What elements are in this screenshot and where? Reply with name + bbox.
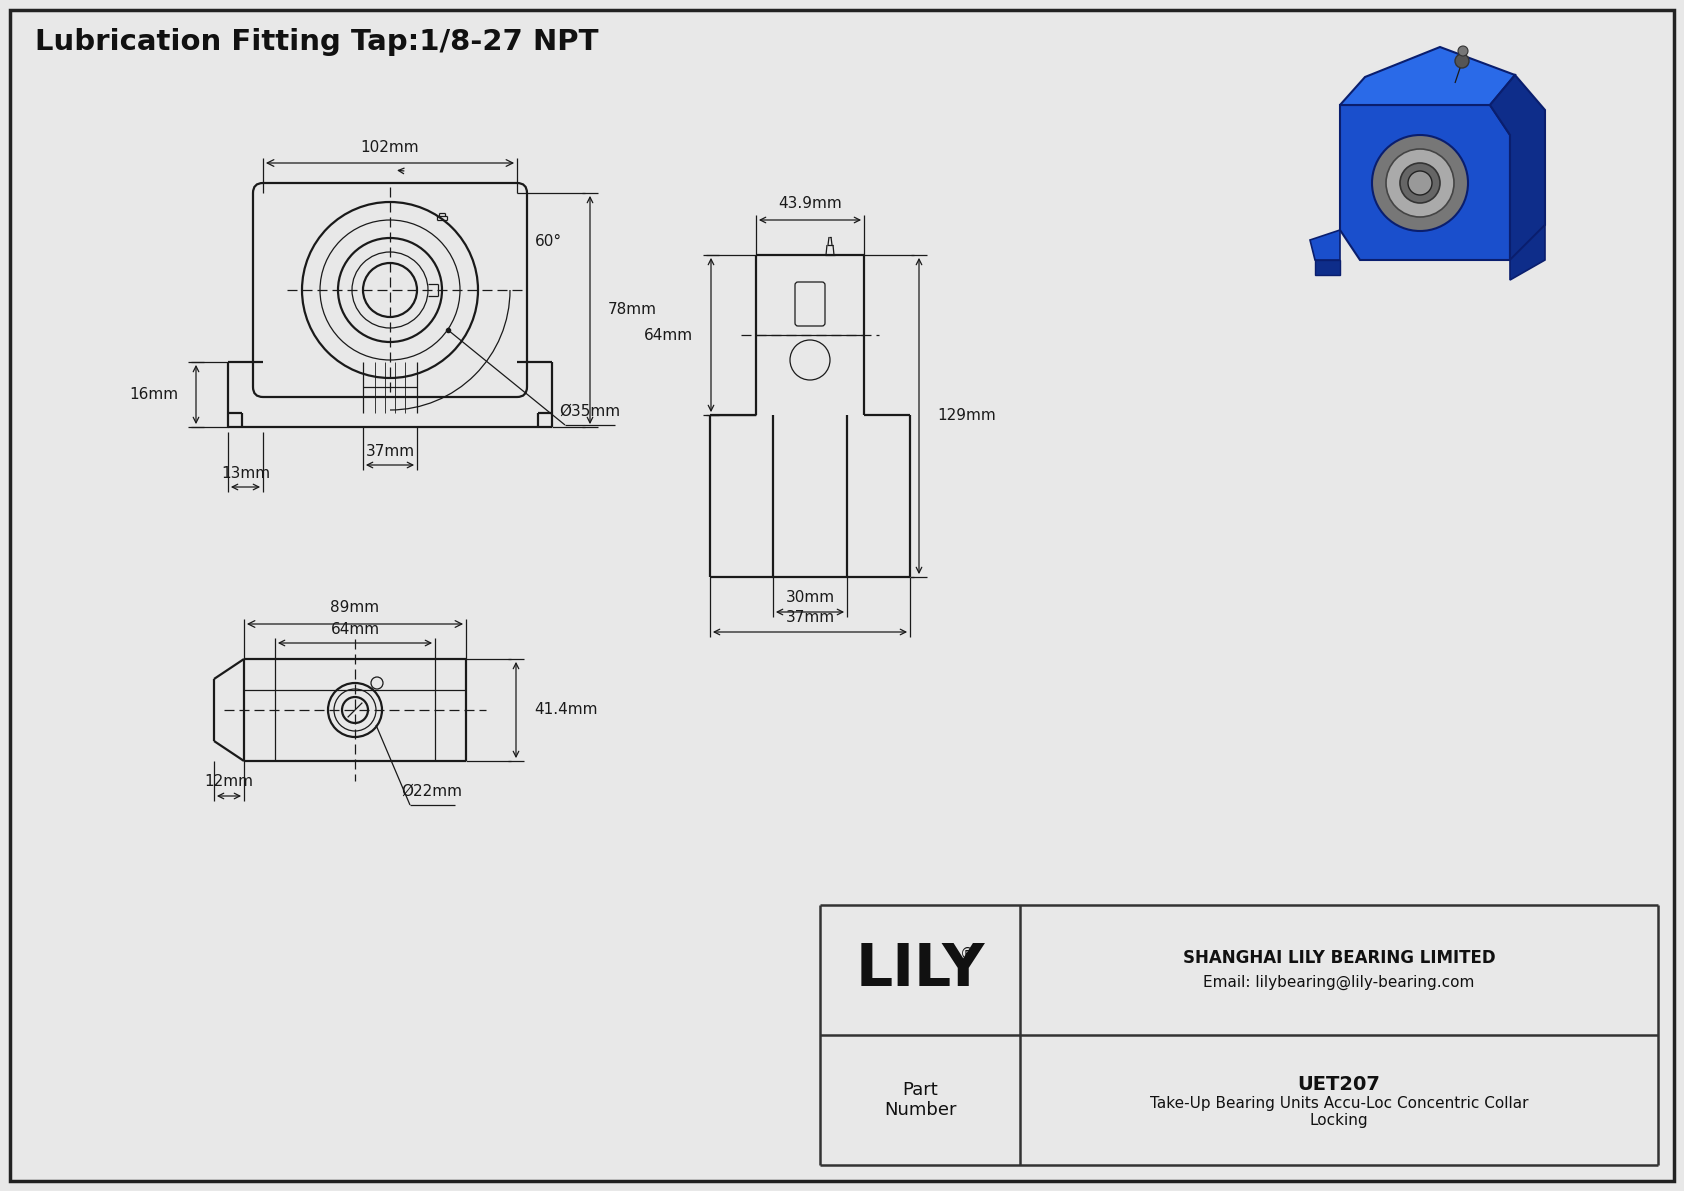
Text: UET207: UET207	[1298, 1074, 1381, 1093]
Text: 13mm: 13mm	[221, 466, 269, 480]
Polygon shape	[1315, 260, 1340, 275]
Text: 78mm: 78mm	[608, 303, 657, 318]
Text: 64mm: 64mm	[330, 622, 379, 636]
Polygon shape	[1340, 105, 1511, 260]
Text: Part
Number: Part Number	[884, 1080, 957, 1120]
Text: ®: ®	[960, 947, 975, 961]
Text: 37mm: 37mm	[365, 443, 414, 459]
Circle shape	[1408, 172, 1431, 195]
Polygon shape	[1490, 75, 1544, 260]
Text: 16mm: 16mm	[130, 387, 179, 403]
Circle shape	[1458, 46, 1468, 56]
Text: Lubrication Fitting Tap:1/8-27 NPT: Lubrication Fitting Tap:1/8-27 NPT	[35, 29, 598, 56]
Text: 102mm: 102mm	[360, 139, 419, 155]
Text: Take-Up Bearing Units Accu-Loc Concentric Collar
Locking: Take-Up Bearing Units Accu-Loc Concentri…	[1150, 1096, 1529, 1128]
Text: Ø35mm: Ø35mm	[559, 404, 621, 418]
Circle shape	[1372, 135, 1468, 231]
Polygon shape	[1340, 46, 1516, 105]
Polygon shape	[1511, 225, 1544, 280]
Text: 12mm: 12mm	[204, 774, 254, 790]
Text: 64mm: 64mm	[643, 328, 694, 343]
Text: 129mm: 129mm	[936, 409, 995, 424]
Text: 30mm: 30mm	[785, 591, 835, 605]
Polygon shape	[1310, 230, 1340, 260]
Text: LILY: LILY	[855, 942, 985, 998]
Text: 60°: 60°	[534, 235, 561, 249]
Text: Ø22mm: Ø22mm	[401, 784, 463, 798]
Text: 37mm: 37mm	[785, 611, 835, 625]
Circle shape	[1399, 163, 1440, 202]
Text: 43.9mm: 43.9mm	[778, 197, 842, 212]
Text: 89mm: 89mm	[330, 600, 379, 616]
Text: Email: lilybearing@lily-bearing.com: Email: lilybearing@lily-bearing.com	[1204, 974, 1475, 990]
Text: 41.4mm: 41.4mm	[534, 703, 598, 717]
Text: SHANGHAI LILY BEARING LIMITED: SHANGHAI LILY BEARING LIMITED	[1182, 949, 1495, 967]
Circle shape	[1455, 54, 1468, 68]
Circle shape	[1386, 149, 1453, 217]
